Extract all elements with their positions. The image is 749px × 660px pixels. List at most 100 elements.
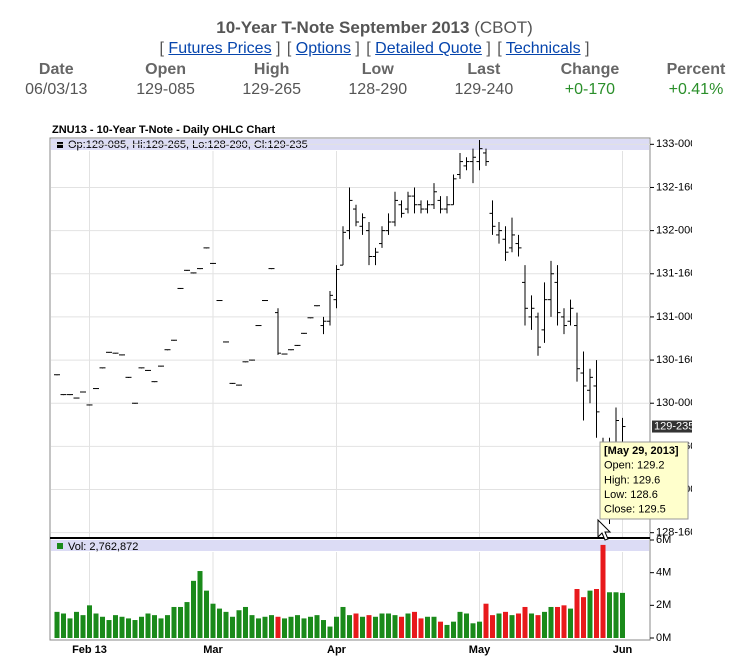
- nav-link[interactable]: Technicals: [505, 40, 581, 57]
- x-tick-label: Jun: [613, 644, 633, 656]
- volume-bar: [191, 580, 196, 638]
- quote-value: +0.41%: [668, 81, 724, 98]
- quote-value: 06/03/13: [25, 81, 88, 98]
- quote-value: 128-290: [348, 81, 408, 98]
- volume-bar: [262, 616, 268, 638]
- quote-table: Date Open High Low Last Change Percent 06/03/1…: [0, 60, 749, 100]
- volume-bar: [535, 615, 541, 638]
- volume-bar: [223, 611, 229, 638]
- volume-bar: [236, 610, 242, 638]
- volume-bar: [295, 615, 300, 638]
- volume-bar: [483, 603, 489, 638]
- volume-bar: [522, 606, 528, 638]
- quote-column-header: Percent: [666, 61, 726, 78]
- volume-bar: [418, 618, 424, 638]
- quote-value-row: 06/03/13 129-085 129-265 128-290 129-240 +0-1…: [0, 80, 749, 100]
- volume-bar: [555, 606, 560, 638]
- tooltip-line: High: 129.6: [604, 474, 660, 486]
- tooltip-line: [May 29, 2013]: [604, 445, 679, 457]
- volume-bar: [113, 615, 118, 638]
- volume-bar: [119, 616, 125, 638]
- volume-bar: [301, 618, 307, 638]
- y2-tick-label: 4M: [656, 567, 671, 579]
- volume-bar: [464, 613, 469, 638]
- volume-bar: [405, 613, 411, 638]
- volume-bar: [353, 613, 359, 638]
- y-tick-label: 130-160: [656, 354, 696, 366]
- volume-bar: [399, 616, 404, 638]
- legend-swatch: [57, 543, 63, 549]
- volume-bar: [334, 616, 339, 638]
- volume-bar: [509, 615, 515, 638]
- nav-link[interactable]: Options: [295, 40, 351, 57]
- volume-bar: [314, 615, 320, 638]
- price-legend: Op:129-085, Hi:129-265, Lo:128-290, Cl:1…: [68, 139, 308, 151]
- volume-bar: [613, 592, 619, 638]
- volume-bar: [256, 618, 261, 638]
- tooltip-box: [599, 441, 689, 520]
- volume-bar: [132, 620, 138, 638]
- last-price-box: [652, 420, 692, 433]
- volume-bar: [61, 613, 66, 638]
- volume-bar: [93, 613, 99, 638]
- tooltip-line: Close: 129.5: [604, 504, 666, 516]
- volume-bar: [230, 616, 235, 638]
- y-tick-label: 132-160: [656, 181, 696, 193]
- contract-name: 10-Year T-Note September 2013: [216, 18, 470, 37]
- volume-bar: [438, 621, 443, 638]
- nav-links: Futures Prices Options Detailed Quote Te…: [0, 40, 749, 58]
- quote-column-header: Change: [560, 61, 620, 78]
- y-tick-label: 131-160: [656, 268, 696, 280]
- nav-link[interactable]: Detailed Quote: [375, 40, 482, 57]
- volume-bar: [392, 615, 398, 638]
- volume-bar: [600, 544, 606, 638]
- volume-bar: [67, 618, 73, 638]
- volume-bar: [587, 590, 593, 638]
- volume-bar: [158, 618, 164, 638]
- volume-bar: [288, 616, 294, 638]
- volume-bar: [386, 613, 391, 638]
- volume-legend: Vol: 2,762,872: [68, 541, 138, 553]
- chart-title: ZNU13 - 10-Year T-Note - Daily OHLC Char…: [52, 124, 275, 136]
- volume-bar: [145, 613, 151, 638]
- volume-bar: [249, 615, 255, 638]
- volume-bar: [308, 616, 313, 638]
- volume-bar: [594, 589, 599, 638]
- volume-bar: [87, 605, 92, 638]
- volume-bar: [529, 613, 534, 638]
- volume-bar: [451, 621, 456, 638]
- volume-bar: [496, 613, 502, 638]
- volume-bar: [178, 606, 183, 638]
- quote-column-header: Date: [38, 61, 74, 78]
- volume-bar: [275, 616, 281, 638]
- volume-bar: [152, 615, 157, 638]
- volume-bar: [217, 608, 222, 638]
- volume-bar: [568, 608, 573, 638]
- volume-bar: [184, 602, 190, 638]
- volume-bar: [516, 613, 521, 638]
- quote-column-header: Open: [145, 61, 187, 78]
- y2-tick-label: 0M: [656, 632, 671, 644]
- volume-bar: [379, 613, 385, 638]
- quote-value: 129-240: [454, 81, 514, 98]
- quote-header-row: Date Open High Low Last Change Percent: [0, 60, 749, 80]
- volume-bar: [243, 606, 248, 638]
- volume-bar: [54, 611, 60, 638]
- legend-swatch: [57, 142, 63, 148]
- volume-bar: [282, 618, 287, 638]
- cursor: [597, 518, 612, 541]
- y-tick-label: 133-000: [656, 138, 696, 150]
- nav-link[interactable]: Futures Prices: [168, 40, 272, 57]
- volume-bar: [470, 623, 476, 638]
- volume-bar: [269, 615, 274, 638]
- tooltip-line: Low: 128.6: [604, 489, 658, 501]
- volume-bar: [80, 615, 86, 638]
- volume-bar: [204, 590, 209, 638]
- volume-bar: [139, 616, 144, 638]
- volume-bar: [574, 589, 580, 638]
- x-tick-label: Apr: [327, 644, 347, 656]
- y2-tick-label: 2M: [656, 599, 671, 611]
- volume-bar: [126, 618, 131, 638]
